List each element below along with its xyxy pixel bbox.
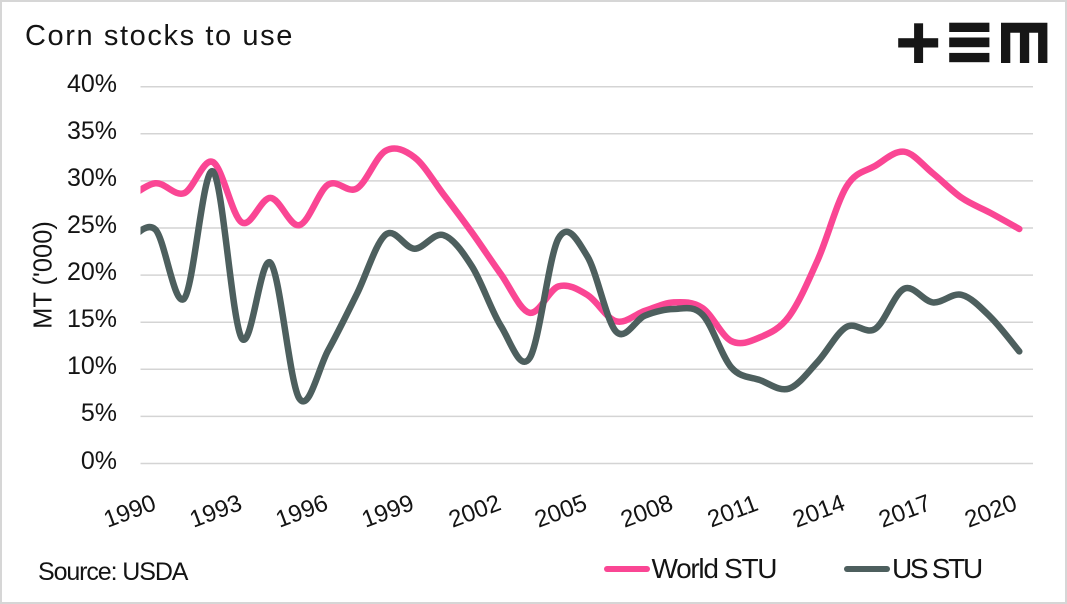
- y-tick-35%: 35%: [66, 116, 117, 145]
- line-world-stu: [140, 145, 1023, 347]
- logo-bars-icon: [949, 52, 990, 63]
- y-tick-40%: 40%: [66, 69, 117, 98]
- y-axis-title: MT ('000): [29, 221, 58, 330]
- y-tick-5%: 5%: [80, 399, 117, 428]
- y-tick-0%: 0%: [80, 446, 117, 475]
- brand-logo: [898, 22, 1048, 63]
- logo-bars-icon: [949, 22, 990, 32]
- y-tick-15%: 15%: [66, 305, 117, 334]
- line-us-stu: [140, 168, 1023, 405]
- logo-plus-icon: [898, 38, 939, 48]
- logo-m-icon: [1001, 22, 1048, 63]
- legend-item-us-stu: US STU: [844, 553, 983, 586]
- legend-swatch-world-stu: [603, 565, 650, 573]
- logo-bars-icon: [949, 37, 990, 48]
- chart-title: Corn stocks to use: [25, 20, 294, 52]
- legend-label-us-stu: US STU: [892, 553, 983, 584]
- legend-item-world-stu: World STU: [603, 553, 778, 586]
- y-tick-25%: 25%: [66, 211, 117, 240]
- legend-swatch-us-stu: [844, 565, 890, 573]
- source-note: Source: USDA: [38, 558, 188, 586]
- y-tick-10%: 10%: [66, 352, 117, 381]
- y-tick-20%: 20%: [66, 258, 117, 287]
- legend-label-world-stu: World STU: [651, 553, 778, 584]
- y-tick-30%: 30%: [66, 164, 117, 193]
